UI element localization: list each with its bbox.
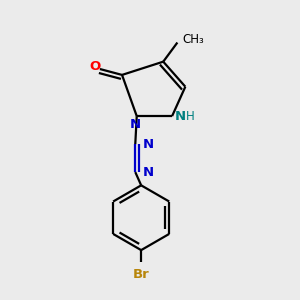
Text: N: N <box>174 110 186 123</box>
Text: CH₃: CH₃ <box>183 33 204 46</box>
Text: N: N <box>142 166 154 178</box>
Text: N: N <box>130 118 141 131</box>
Text: Br: Br <box>133 268 149 281</box>
Text: N: N <box>142 138 154 151</box>
Text: H: H <box>186 110 195 123</box>
Text: O: O <box>89 60 100 73</box>
